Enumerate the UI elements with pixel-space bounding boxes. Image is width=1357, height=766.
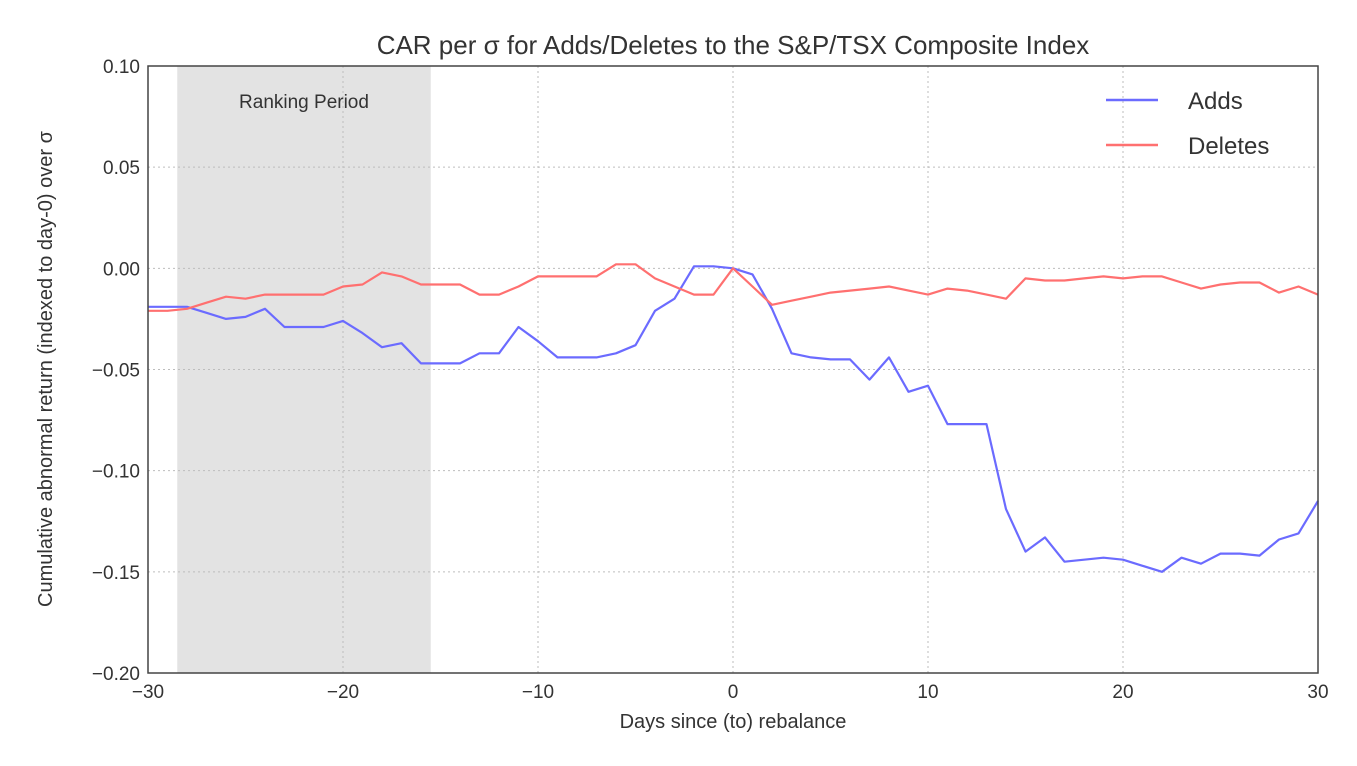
x-tick-label: 20 [1112,682,1133,703]
x-tick-label: 30 [1307,682,1328,703]
y-tick-label: −0.05 [92,361,140,382]
y-axis-label: Cumulative abnormal return (indexed to d… [35,130,57,607]
y-tick-label: −0.10 [92,462,140,483]
tick-label-layer: −30 −20 −10 0 10 20 30 −0.20 −0.15 −0.10 −0.05 0.00… [92,57,1329,703]
ranking-period-label: Ranking Period [239,92,369,113]
y-tick-label: −0.20 [92,664,140,685]
y-tick-label: −0.15 [92,563,140,584]
legend-label-adds: Adds [1188,88,1243,115]
x-tick-label: −10 [522,682,554,703]
x-axis-label: Days since (to) rebalance [620,711,847,733]
legend-label-deletes: Deletes [1188,133,1269,160]
x-tick-label: 10 [917,682,938,703]
x-tick-label: 0 [728,682,739,703]
x-tick-label: −30 [132,682,164,703]
x-tick-label: −20 [327,682,359,703]
series-layer [148,263,1319,573]
plot-frame [147,65,1319,674]
y-tick-label: 0.05 [103,158,140,179]
legend: Adds Deletes [1106,88,1269,160]
chart-title: CAR per σ for Adds/Deletes to the S&P/TS… [377,30,1090,60]
series-line-deletes [148,263,1319,312]
y-tick-label: 0.10 [103,57,140,78]
y-tick-label: 0.00 [103,259,140,280]
